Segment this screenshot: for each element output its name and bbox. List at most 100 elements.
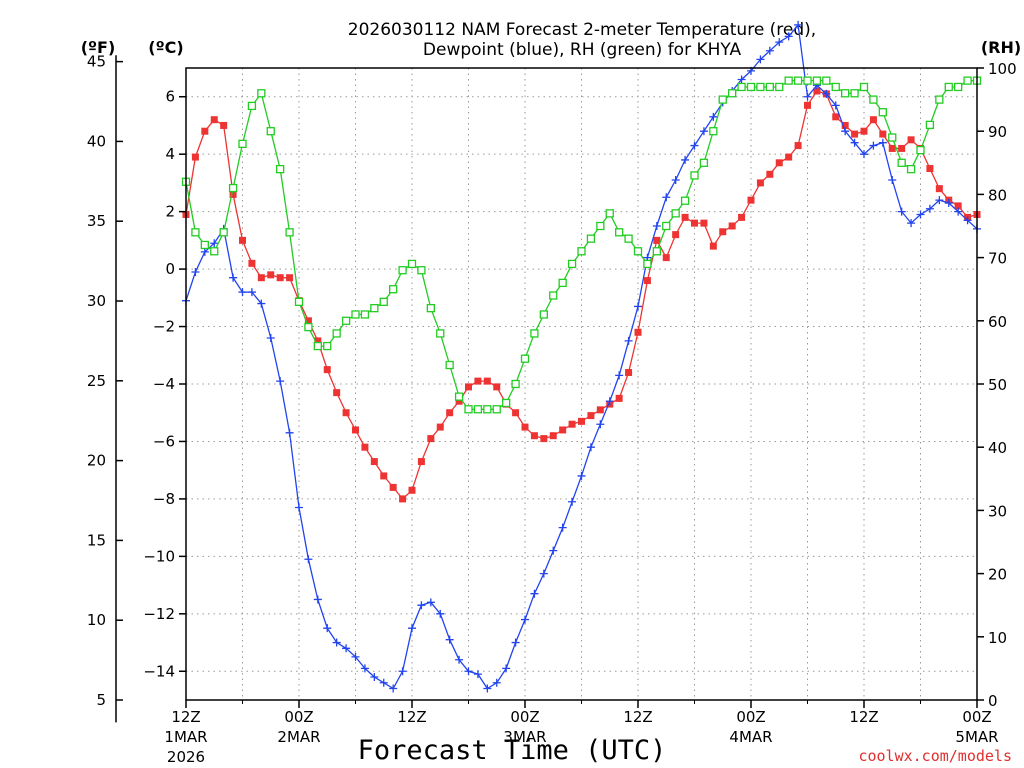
dewpoint-point <box>615 371 624 380</box>
dewpoint-point <box>511 638 520 647</box>
dewpoint-point <box>850 138 859 147</box>
dewpoint-point <box>238 288 247 297</box>
rh-point <box>577 247 586 256</box>
rh-point <box>803 76 812 85</box>
dewpoint-point <box>436 609 445 618</box>
x-tick-time: 00Z <box>962 708 991 726</box>
rh-point <box>276 164 285 174</box>
temperature-point <box>907 136 915 144</box>
dewpoint-point <box>455 655 464 664</box>
temperature-point <box>625 369 633 377</box>
dewpoint-point <box>586 443 595 452</box>
temperature-point <box>766 170 774 178</box>
temperature-point <box>860 127 868 135</box>
fahrenheit-tick-label: 10 <box>87 611 106 629</box>
rh-point <box>605 209 614 218</box>
dewpoint-point <box>389 684 398 693</box>
temperature-point <box>832 113 840 121</box>
dewpoint-point <box>210 239 219 248</box>
temperature-point <box>756 179 764 187</box>
fahrenheit-tick-label: 35 <box>87 212 106 230</box>
rh-point <box>323 341 332 351</box>
rh-point <box>831 82 840 92</box>
rh-point <box>445 360 454 370</box>
rh-point <box>728 89 737 98</box>
temperature-point <box>304 317 312 325</box>
dewpoint-point <box>464 667 473 676</box>
temperature-point <box>239 236 246 244</box>
rh-point <box>304 322 313 332</box>
celsius-tick-label: −2 <box>153 318 175 336</box>
source-credit: coolwx.com/models <box>858 747 1012 765</box>
temperature-point <box>474 377 482 385</box>
rh-point <box>530 329 539 338</box>
temperature-point <box>869 116 877 124</box>
rh-point <box>841 89 850 98</box>
temperature-point <box>785 153 793 161</box>
rh-point <box>379 297 388 306</box>
dewpoint-point <box>765 46 774 55</box>
x-tick-date: 4MAR <box>729 728 772 746</box>
rh-point <box>247 101 257 111</box>
dewpoint-point <box>351 652 360 661</box>
rh-point <box>916 146 925 155</box>
dewpoint-point <box>229 273 238 282</box>
temperature-point <box>361 443 369 451</box>
temperature-point <box>323 366 331 374</box>
temperature-point <box>286 274 294 282</box>
dewpoint-point <box>916 210 925 219</box>
temperature-point <box>257 274 265 282</box>
temperature-point <box>436 423 444 431</box>
dewpoint-point <box>266 334 275 343</box>
dewpoint-point <box>539 569 548 578</box>
x-tick-date: 5MAR <box>955 728 998 746</box>
rh-point <box>520 354 530 363</box>
temperature-point <box>662 254 670 262</box>
rh-point <box>502 398 511 408</box>
rh-point <box>549 291 558 300</box>
dewpoint-point <box>408 624 416 633</box>
dewpoint-point <box>370 673 379 682</box>
dewpoint-point <box>426 598 435 607</box>
dewpoint-point <box>295 503 303 512</box>
temperature-point <box>521 423 529 431</box>
fahrenheit-tick-label: 45 <box>87 53 106 71</box>
rh-point <box>935 95 944 104</box>
rh-point <box>586 234 596 243</box>
dewpoint-point <box>822 89 831 98</box>
rh-point <box>662 221 671 231</box>
rh-point <box>370 304 379 313</box>
x-tick-time: 12Z <box>849 708 878 726</box>
temperature-point <box>888 144 896 152</box>
temperature-point <box>248 259 256 267</box>
dewpoint-point <box>304 555 313 564</box>
dewpoint-point <box>841 127 850 136</box>
dewpoint-point <box>568 497 577 506</box>
dewpoint-point <box>860 150 868 159</box>
fahrenheit-unit-label: (ºF) <box>81 38 116 57</box>
temperature-point <box>267 271 275 279</box>
rh-point <box>784 76 793 85</box>
temperature-point <box>229 190 237 198</box>
rh-point <box>775 82 784 92</box>
rh-point <box>332 329 341 338</box>
rh-point <box>680 196 690 205</box>
rh-point <box>257 89 266 98</box>
x-tick-date: 1MAR <box>164 728 207 746</box>
rh-point <box>426 304 435 313</box>
celsius-tick-label: −12 <box>143 605 175 623</box>
temperature-point <box>465 383 472 391</box>
rh-tick-label: 70 <box>988 250 1007 268</box>
temperature-point <box>775 159 783 167</box>
celsius-tick-label: 6 <box>165 88 175 106</box>
rh-point <box>859 82 869 92</box>
dewpoint-point <box>530 589 539 598</box>
temperature-point <box>352 426 359 434</box>
temperature-point <box>653 236 661 244</box>
temperature-point <box>512 409 520 417</box>
rh-point <box>822 76 831 85</box>
dewpoint-point <box>323 624 332 633</box>
rh-point <box>737 82 746 92</box>
celsius-tick-label: −14 <box>143 662 175 680</box>
